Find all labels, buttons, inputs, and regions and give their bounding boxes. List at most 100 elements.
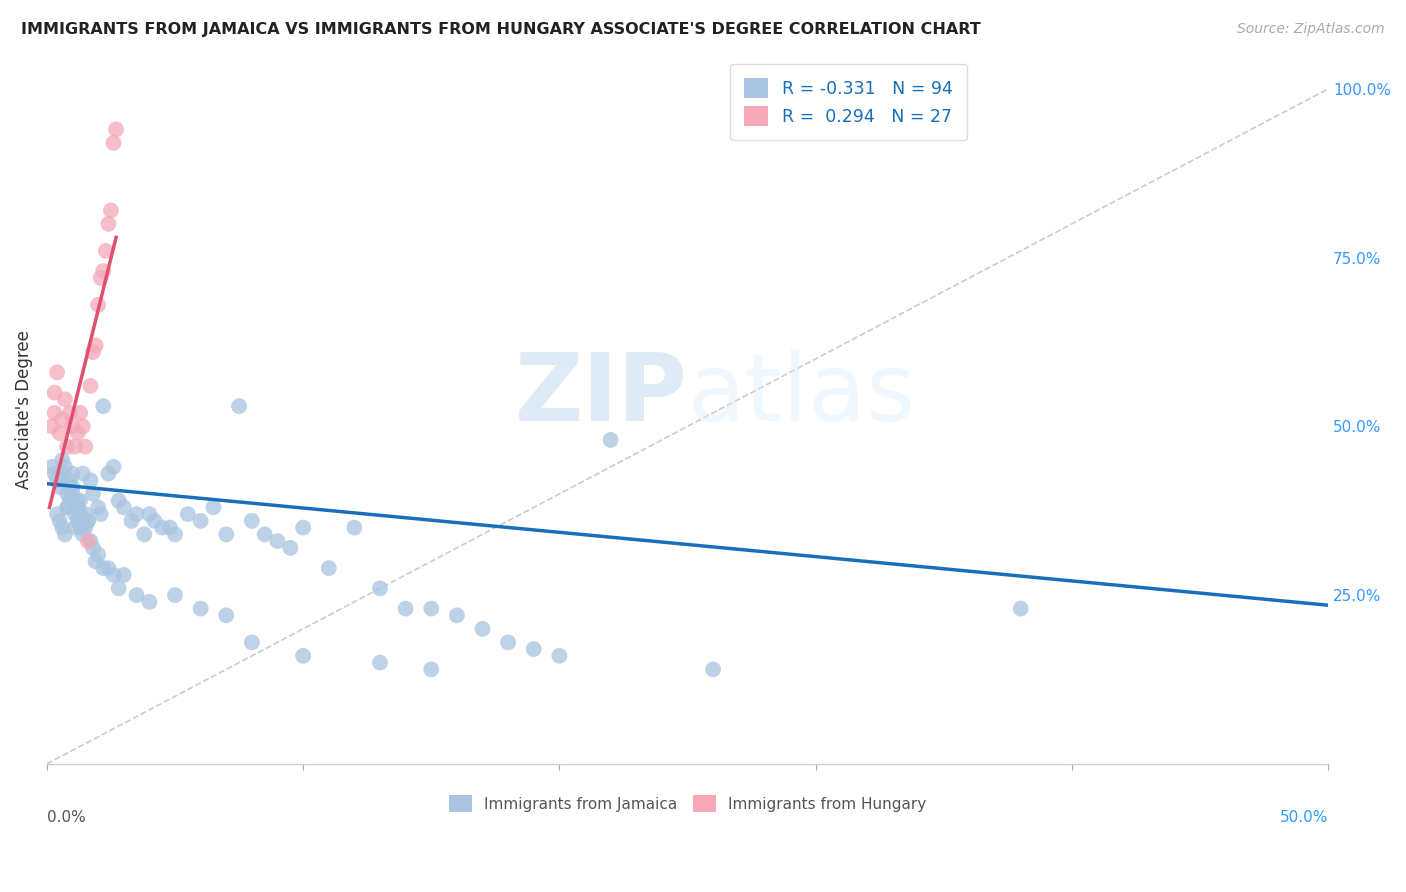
Point xyxy=(702,662,724,676)
Point xyxy=(59,474,82,488)
Point xyxy=(48,426,70,441)
Point xyxy=(105,122,128,136)
Point xyxy=(44,406,66,420)
Point xyxy=(91,399,114,413)
Point xyxy=(75,520,97,534)
Point xyxy=(266,534,288,549)
Point xyxy=(66,514,89,528)
Point xyxy=(63,500,86,515)
Point xyxy=(51,412,73,426)
Point xyxy=(44,385,66,400)
Point xyxy=(215,608,238,623)
Point xyxy=(77,514,100,528)
Point xyxy=(56,500,79,515)
Point xyxy=(84,554,107,568)
Point xyxy=(75,440,97,454)
Point xyxy=(77,534,100,549)
Point xyxy=(100,203,122,218)
Point xyxy=(69,406,91,420)
Point xyxy=(548,648,571,663)
Point xyxy=(66,493,89,508)
Point xyxy=(143,514,166,528)
Point xyxy=(103,136,125,150)
Point xyxy=(46,507,69,521)
Point xyxy=(53,459,76,474)
Point xyxy=(120,514,142,528)
Point xyxy=(41,419,63,434)
Point xyxy=(82,345,104,359)
Point xyxy=(56,500,79,515)
Point xyxy=(48,480,70,494)
Point xyxy=(91,561,114,575)
Text: atlas: atlas xyxy=(688,350,915,442)
Point xyxy=(471,622,494,636)
Point xyxy=(79,379,101,393)
Point xyxy=(46,365,69,379)
Point xyxy=(46,474,69,488)
Point xyxy=(318,561,340,575)
Point xyxy=(278,541,301,555)
Point xyxy=(253,527,276,541)
Point xyxy=(63,520,86,534)
Point xyxy=(59,406,82,420)
Point xyxy=(66,500,89,515)
Point xyxy=(51,467,73,481)
Point xyxy=(112,567,135,582)
Point xyxy=(240,514,263,528)
Point xyxy=(190,514,212,528)
Point xyxy=(79,534,101,549)
Point xyxy=(97,467,120,481)
Text: ZIP: ZIP xyxy=(515,350,688,442)
Point xyxy=(159,520,181,534)
Point xyxy=(87,298,110,312)
Point xyxy=(77,514,100,528)
Point xyxy=(599,433,621,447)
Point xyxy=(41,459,63,474)
Point xyxy=(202,500,225,515)
Point xyxy=(103,567,125,582)
Point xyxy=(240,635,263,649)
Point xyxy=(62,419,84,434)
Point xyxy=(107,582,129,596)
Point xyxy=(79,474,101,488)
Point xyxy=(90,271,112,285)
Point xyxy=(66,426,89,441)
Point xyxy=(215,527,238,541)
Point xyxy=(53,527,76,541)
Point xyxy=(62,487,84,501)
Point xyxy=(59,493,82,508)
Point xyxy=(91,264,114,278)
Point xyxy=(72,467,94,481)
Point xyxy=(51,453,73,467)
Point xyxy=(163,588,186,602)
Point xyxy=(84,338,107,352)
Point xyxy=(368,582,391,596)
Point xyxy=(177,507,200,521)
Y-axis label: Associate's Degree: Associate's Degree xyxy=(15,330,32,489)
Point xyxy=(138,595,160,609)
Point xyxy=(150,520,173,534)
Point xyxy=(523,642,546,657)
Point xyxy=(112,500,135,515)
Point xyxy=(82,541,104,555)
Point xyxy=(138,507,160,521)
Point xyxy=(103,459,125,474)
Point xyxy=(44,467,66,481)
Point xyxy=(53,392,76,407)
Point xyxy=(292,648,315,663)
Text: 50.0%: 50.0% xyxy=(1279,810,1329,825)
Point xyxy=(97,561,120,575)
Point xyxy=(87,548,110,562)
Point xyxy=(53,474,76,488)
Point xyxy=(69,493,91,508)
Point xyxy=(69,520,91,534)
Point xyxy=(420,601,443,615)
Text: 0.0%: 0.0% xyxy=(46,810,86,825)
Point xyxy=(90,507,112,521)
Point xyxy=(62,480,84,494)
Point xyxy=(395,601,418,615)
Point xyxy=(420,662,443,676)
Point xyxy=(59,480,82,494)
Point xyxy=(163,527,186,541)
Point xyxy=(228,399,250,413)
